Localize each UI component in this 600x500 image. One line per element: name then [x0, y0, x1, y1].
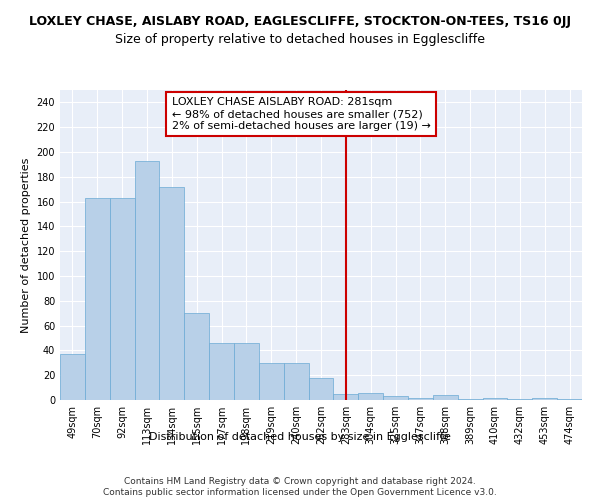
Bar — [110, 198, 134, 400]
Bar — [358, 392, 383, 400]
Bar — [85, 198, 110, 400]
Bar — [160, 186, 184, 400]
Bar — [383, 396, 408, 400]
Bar — [334, 394, 358, 400]
Bar — [532, 398, 557, 400]
Text: Contains HM Land Registry data © Crown copyright and database right 2024.
Contai: Contains HM Land Registry data © Crown c… — [103, 478, 497, 497]
Bar — [209, 343, 234, 400]
Bar — [482, 398, 508, 400]
Bar — [508, 399, 532, 400]
Bar — [134, 160, 160, 400]
Text: Size of property relative to detached houses in Egglescliffe: Size of property relative to detached ho… — [115, 32, 485, 46]
Bar — [284, 363, 308, 400]
Text: LOXLEY CHASE AISLABY ROAD: 281sqm
← 98% of detached houses are smaller (752)
2% : LOXLEY CHASE AISLABY ROAD: 281sqm ← 98% … — [172, 98, 431, 130]
Bar — [60, 354, 85, 400]
Bar — [184, 313, 209, 400]
Bar — [557, 399, 582, 400]
Bar — [433, 395, 458, 400]
Text: LOXLEY CHASE, AISLABY ROAD, EAGLESCLIFFE, STOCKTON-ON-TEES, TS16 0JJ: LOXLEY CHASE, AISLABY ROAD, EAGLESCLIFFE… — [29, 15, 571, 28]
Text: Distribution of detached houses by size in Egglescliffe: Distribution of detached houses by size … — [149, 432, 451, 442]
Bar — [234, 343, 259, 400]
Bar — [308, 378, 334, 400]
Bar — [408, 398, 433, 400]
Bar — [458, 399, 482, 400]
Y-axis label: Number of detached properties: Number of detached properties — [21, 158, 31, 332]
Bar — [259, 363, 284, 400]
